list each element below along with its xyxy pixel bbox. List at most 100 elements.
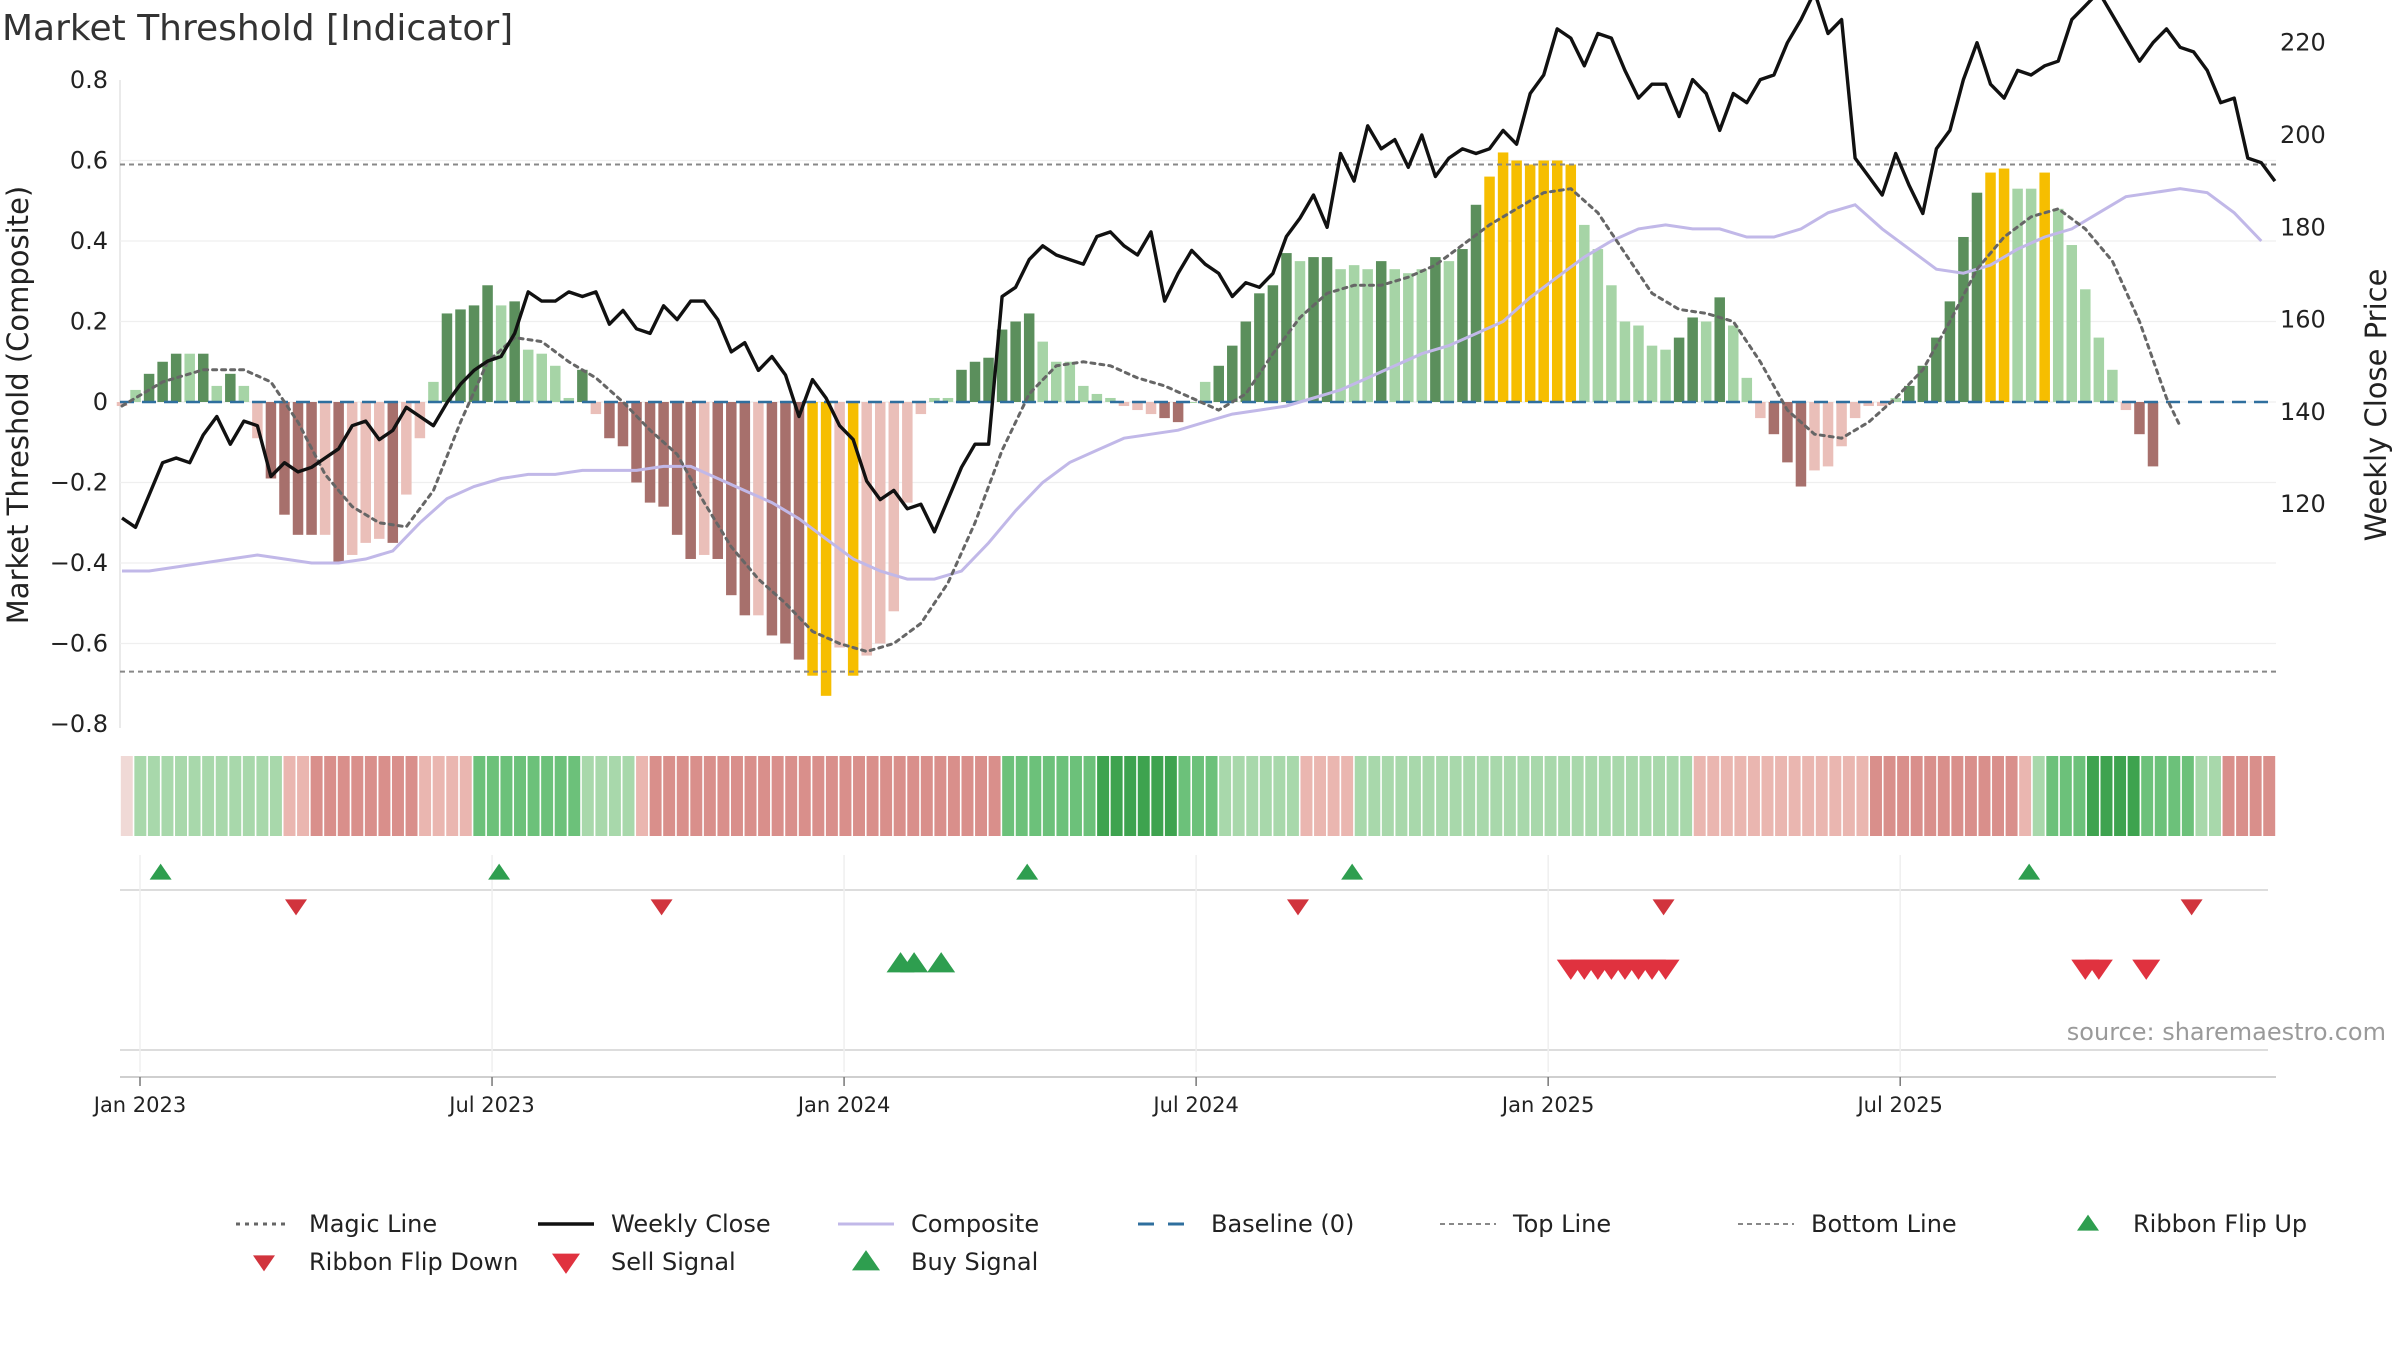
composite-bar	[807, 402, 818, 676]
ribbon-cell	[1205, 756, 1218, 836]
ribbon-cell	[1720, 756, 1733, 836]
legend-swatch	[253, 1255, 275, 1272]
ribbon-cell	[880, 756, 893, 836]
ribbon-cell	[283, 756, 296, 836]
ribbon-cell	[2209, 756, 2221, 836]
composite-bar	[1105, 397, 1116, 402]
ribbon-cell	[2032, 756, 2045, 836]
composite-bar	[1497, 152, 1509, 402]
ribbon-cell	[975, 756, 988, 836]
sell-signal-marker	[2132, 959, 2161, 980]
legend-swatch	[852, 1250, 880, 1271]
ribbon-cell	[2236, 756, 2249, 836]
ribbon-cell	[1544, 756, 1557, 836]
sell-signal-marker	[2084, 959, 2113, 980]
ribbon-cell	[1802, 756, 1815, 836]
ribbon-cell	[730, 756, 743, 836]
ribbon-cell	[1056, 756, 1069, 836]
composite-bar	[1876, 402, 1888, 407]
x-tick-label: Jan 2025	[1500, 1093, 1595, 1117]
ribbon-cell	[1964, 756, 1977, 836]
composite-bar	[1944, 301, 1956, 402]
ribbon-cell	[1680, 756, 1693, 836]
sell-signal-marker	[1651, 959, 1680, 980]
ribbon-cell	[1829, 756, 1842, 836]
composite-bar	[1389, 269, 1401, 402]
composite-bar	[1457, 249, 1468, 402]
ribbon-cell	[1951, 756, 1964, 836]
composite-bar	[522, 349, 534, 402]
legend-label: Ribbon Flip Down	[309, 1248, 518, 1276]
composite-bar	[184, 353, 195, 402]
ribbon-cell	[1137, 756, 1150, 836]
ribbon-cell	[758, 756, 771, 836]
ribbon-cell	[1097, 756, 1110, 836]
composite-bar	[888, 402, 900, 612]
legend-item: Composite	[838, 1210, 1039, 1238]
legend-label: Buy Signal	[911, 1248, 1038, 1276]
composite-bar	[1863, 402, 1874, 407]
composite-bar	[360, 402, 371, 543]
legend-item: Magic Line	[236, 1210, 437, 1238]
legend-label: Ribbon Flip Up	[2133, 1210, 2307, 1238]
composite-bar	[956, 369, 967, 402]
ribbon-flip-up-marker	[1016, 863, 1039, 880]
composite-bar	[1267, 285, 1279, 402]
ribbon-cell	[1992, 756, 2005, 836]
composite-bar	[929, 397, 940, 402]
ribbon-cell	[812, 756, 825, 836]
composite-bar	[1782, 402, 1793, 463]
y-tick-left: −0.8	[50, 710, 108, 738]
ribbon-cell	[1110, 756, 1123, 836]
ribbon-cell	[2100, 756, 2113, 836]
composite-bar	[874, 402, 886, 644]
buy-signal-marker	[927, 952, 956, 973]
ribbon-cell	[256, 756, 269, 836]
ribbon-cell	[676, 756, 689, 836]
ribbon-cell	[432, 756, 445, 836]
ribbon-cell	[486, 756, 499, 836]
legend-label: Sell Signal	[611, 1248, 736, 1276]
x-tick-label: Jul 2025	[1855, 1093, 1942, 1117]
ribbon-cell	[1422, 756, 1435, 836]
composite-bar	[1551, 160, 1563, 402]
composite-bar	[1917, 365, 1929, 402]
ribbon-cell	[297, 756, 310, 836]
ribbon-cell	[1381, 756, 1394, 836]
y-tick-right: 140	[2280, 398, 2326, 426]
ribbon-cell	[961, 756, 974, 836]
ribbon-cell	[1490, 756, 1503, 836]
ribbon-cell	[1395, 756, 1408, 836]
composite-bar	[739, 402, 751, 616]
composite-bar	[1592, 249, 1604, 402]
ribbon-cell	[1734, 756, 1747, 836]
composite-bar	[374, 402, 385, 539]
composite-bar	[577, 369, 588, 402]
ribbon-cell	[175, 756, 187, 836]
ribbon-cell	[1002, 756, 1015, 836]
composite-bar	[1037, 341, 1048, 402]
ribbon-cell	[1503, 756, 1516, 836]
legend-label: Bottom Line	[1811, 1210, 1957, 1238]
ribbon-cell	[120, 756, 133, 836]
composite-bar	[563, 397, 575, 402]
composite-bar	[455, 309, 466, 402]
ribbon-cell	[717, 756, 730, 836]
ribbon-cell	[1436, 756, 1449, 836]
composite-bar	[2052, 208, 2064, 402]
composite-bar	[1145, 402, 1157, 415]
ribbon-cell	[798, 756, 811, 836]
composite-bar	[726, 402, 737, 596]
composite-bar	[252, 402, 263, 439]
composite-bar	[1051, 361, 1062, 402]
ribbon-cell	[947, 756, 960, 836]
ribbon-cell	[2019, 756, 2032, 836]
ribbon-cell	[1707, 756, 1720, 836]
ribbon-cell	[2127, 756, 2140, 836]
axis-ticks: 0.8 0.6 0.4 0.2 0 −0.2 −0.4 −0.6 −0.8 220 200 180 16…	[50, 29, 2326, 738]
y-tick-left: −0.4	[50, 549, 108, 577]
legend-item: Bottom Line	[1738, 1210, 1957, 1238]
composite-bar	[2012, 188, 2023, 402]
ribbon-cell	[202, 756, 215, 836]
composite-bar	[780, 402, 791, 644]
